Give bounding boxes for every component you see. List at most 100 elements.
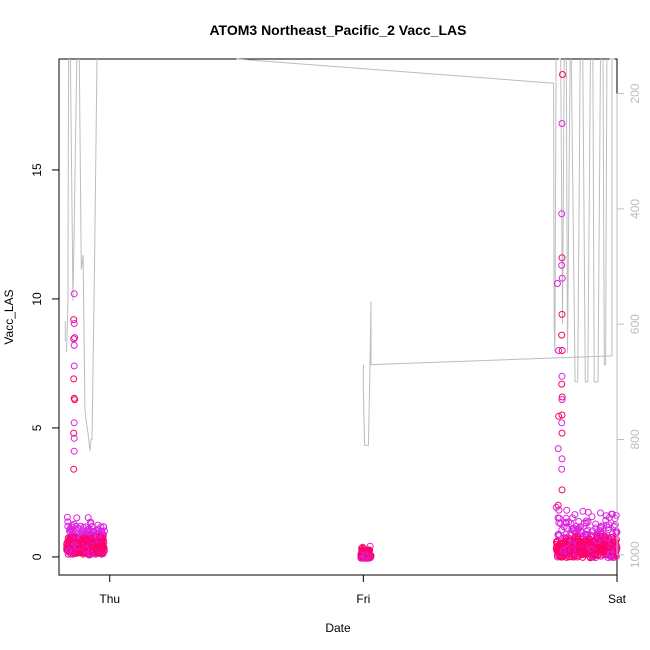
data-point bbox=[558, 254, 566, 262]
data-point bbox=[560, 538, 568, 546]
data-point bbox=[98, 542, 106, 550]
data-point bbox=[558, 380, 566, 388]
y-axis-label: Vacc_LAS bbox=[2, 289, 16, 344]
data-point bbox=[558, 411, 566, 419]
pressure-line bbox=[558, 58, 565, 325]
data-point bbox=[64, 518, 72, 526]
data-point bbox=[95, 529, 103, 537]
y-tick-label: 10 bbox=[30, 292, 44, 306]
data-point bbox=[70, 429, 78, 437]
points-layer bbox=[63, 71, 621, 562]
data-point bbox=[70, 447, 78, 455]
data-point bbox=[562, 514, 570, 522]
data-point bbox=[556, 540, 564, 548]
data-point bbox=[586, 535, 594, 543]
data-point bbox=[96, 534, 104, 542]
y-tick-label: 0 bbox=[30, 553, 44, 560]
data-point bbox=[558, 347, 566, 354]
data-point bbox=[70, 316, 78, 324]
data-point bbox=[95, 543, 103, 550]
data-point bbox=[67, 547, 75, 555]
x-tick-label: Thu bbox=[99, 592, 120, 606]
data-point bbox=[588, 513, 596, 521]
pressure-line bbox=[582, 58, 591, 383]
data-point bbox=[63, 540, 71, 548]
data-point bbox=[553, 280, 561, 287]
data-point bbox=[597, 509, 604, 517]
data-point bbox=[574, 526, 582, 534]
data-point bbox=[83, 528, 91, 536]
data-point bbox=[555, 412, 563, 420]
data-point bbox=[589, 527, 596, 535]
y-axis-right: 200 400 600 800 1000 bbox=[616, 83, 642, 568]
pressure-line bbox=[236, 58, 557, 354]
data-point bbox=[558, 393, 566, 401]
data-point bbox=[604, 534, 612, 542]
data-point bbox=[73, 514, 81, 522]
data-point bbox=[563, 506, 571, 514]
data-point bbox=[69, 534, 77, 542]
data-point bbox=[565, 547, 573, 554]
pressure-line bbox=[565, 58, 571, 354]
data-point bbox=[589, 538, 597, 546]
data-point bbox=[582, 517, 590, 525]
data-point bbox=[77, 522, 85, 530]
data-point bbox=[558, 310, 566, 318]
data-point bbox=[582, 519, 590, 527]
data-point bbox=[558, 120, 566, 127]
x-tick-label: Sat bbox=[608, 592, 627, 606]
data-point bbox=[558, 372, 566, 380]
pressure-line bbox=[602, 58, 608, 366]
data-point bbox=[82, 535, 90, 543]
data-point bbox=[558, 331, 566, 339]
pressure-line bbox=[69, 58, 78, 302]
y2-tick-label: 600 bbox=[628, 314, 642, 334]
data-point bbox=[359, 543, 367, 551]
data-point bbox=[593, 533, 601, 541]
data-point bbox=[64, 522, 72, 530]
data-point bbox=[70, 290, 78, 298]
y2-tick-label: 200 bbox=[628, 83, 642, 103]
data-point bbox=[570, 545, 578, 553]
data-point bbox=[82, 539, 89, 547]
data-point bbox=[584, 508, 592, 516]
data-point bbox=[70, 375, 78, 383]
y-tick-label: 15 bbox=[30, 163, 44, 177]
data-point bbox=[70, 341, 78, 349]
y2-tick-label: 800 bbox=[628, 429, 642, 449]
data-point bbox=[70, 320, 78, 327]
pressure-line bbox=[362, 59, 613, 446]
data-point bbox=[558, 486, 566, 494]
data-point bbox=[574, 533, 582, 541]
data-point bbox=[554, 445, 562, 453]
chart-title: ATOM3 Northeast_Pacific_2 Vacc_LAS bbox=[209, 22, 466, 38]
y2-tick-label: 1000 bbox=[628, 541, 642, 568]
data-point bbox=[554, 544, 562, 552]
y-axis-left: 0 5 10 15 bbox=[30, 163, 60, 560]
data-point bbox=[606, 550, 614, 558]
data-point bbox=[558, 419, 566, 427]
data-point bbox=[558, 396, 566, 404]
data-point bbox=[561, 549, 569, 557]
data-point bbox=[359, 553, 367, 561]
data-point bbox=[558, 429, 566, 437]
data-point bbox=[567, 544, 575, 552]
data-point bbox=[555, 347, 563, 354]
data-point bbox=[559, 539, 567, 547]
data-point bbox=[100, 523, 108, 531]
data-point bbox=[612, 527, 620, 535]
data-point bbox=[560, 523, 568, 531]
pressure-line bbox=[78, 58, 98, 452]
data-point bbox=[71, 396, 79, 404]
x-tick-label: Fri bbox=[356, 592, 370, 606]
data-point bbox=[82, 538, 90, 546]
pressure-line bbox=[592, 58, 601, 383]
pressure-line bbox=[66, 58, 70, 352]
data-point bbox=[64, 548, 72, 556]
data-point bbox=[562, 518, 570, 526]
data-point bbox=[70, 362, 78, 370]
data-point bbox=[603, 521, 610, 529]
data-point bbox=[601, 541, 609, 549]
x-axis-label: Date bbox=[325, 621, 351, 635]
